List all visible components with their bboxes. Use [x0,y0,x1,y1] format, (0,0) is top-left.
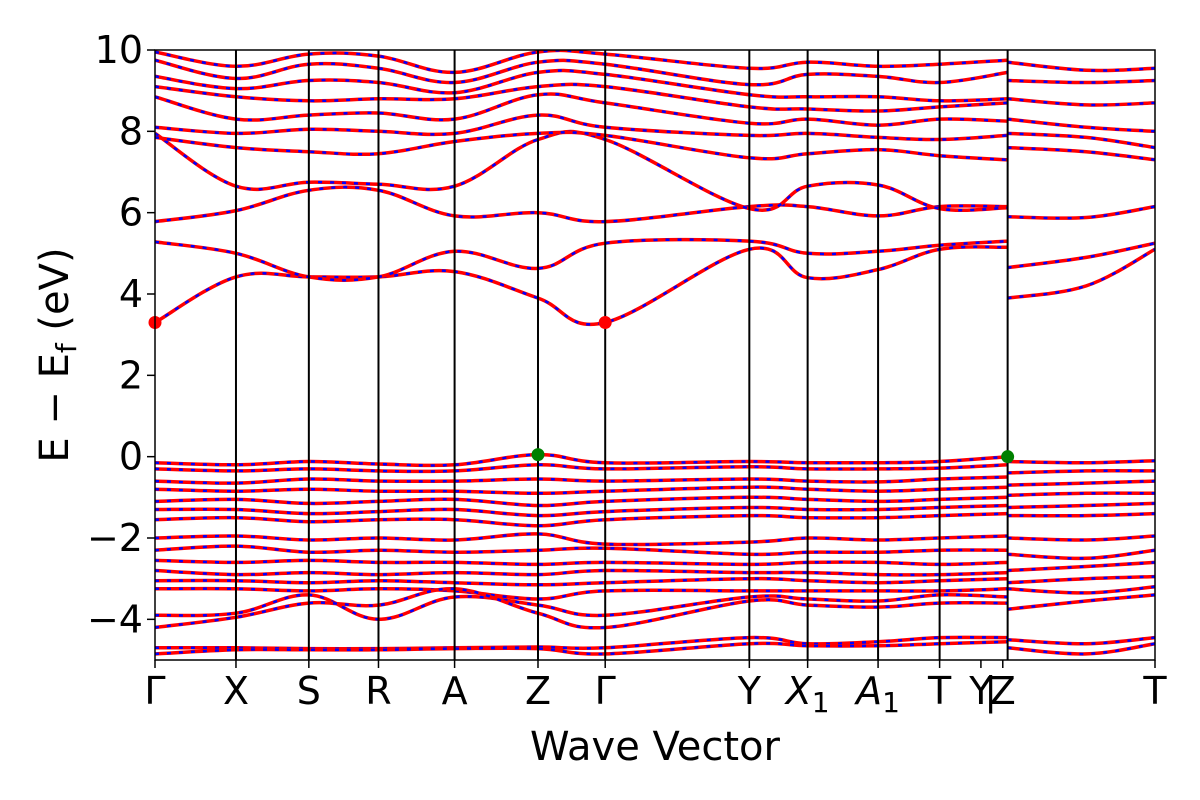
x-tick-label-7: Y [737,669,762,713]
band-45-dashed-overlay [1007,561,1155,572]
band-edge-marker-3 [1001,450,1015,464]
band-47-dashed-overlay [1007,585,1155,595]
band-23-dashed-overlay [155,587,1008,601]
band-39-dashed-overlay [1007,479,1155,487]
band-41-dashed-overlay [1007,502,1155,509]
y-tick-label-7: 10 [95,28,143,72]
x-tick-label-13: Z [990,669,1016,713]
band-44-dashed-overlay [1007,548,1155,560]
y-axis-title-unit: (eV) [32,247,78,330]
y-tick-label-2: 0 [119,435,143,479]
band-48-dashed-overlay [1007,593,1155,611]
band-34-dashed-overlay [1007,97,1155,107]
band-11-dashed-overlay [155,453,1008,467]
y-tick-label-4: 4 [119,272,143,316]
band-38-dashed-overlay [1007,469,1155,475]
band-40-dashed-overlay [1007,491,1155,497]
band-35-dashed-overlay [1007,79,1155,84]
high-symmetry-lines [234,50,1009,660]
band-4-dashed-overlay [155,131,1008,162]
x-tick-label-8: X1 [784,669,830,719]
y-tick-label-5: 6 [119,191,143,235]
x-tick-label-14: T [1142,669,1167,713]
x-tick-label-5: Z [525,669,551,713]
band-edge-marker-1 [598,315,612,329]
y-tick-label-6: 8 [119,109,143,153]
x-tick-label-0: Γ [144,669,165,713]
y-axis-title-main: E − E [32,353,78,463]
band-37-dashed-overlay [1007,459,1155,465]
band-30-dashed-overlay [1007,205,1155,220]
band-42-dashed-overlay [1007,512,1155,518]
y-axis-title-space [32,331,78,344]
x-tick-label-4: A [442,669,468,713]
x-tick-label-6: Γ [595,669,616,713]
band-7-dashed-overlay [155,83,1008,113]
x-tick-label-12: | [984,669,997,714]
band-27-dashed-overlay [155,640,1008,656]
band-49-dashed-overlay [1007,636,1155,645]
x-tick-label-9: A1 [853,669,900,719]
x-tick-label-3: R [365,669,391,713]
band-32-dashed-overlay [1007,132,1155,149]
band-50-dashed-overlay [1007,642,1155,656]
band-0-dashed-overlay [155,245,1008,326]
x-tick-label-2: S [297,669,321,713]
band-5-dashed-overlay [155,113,1008,141]
y-axis-ticks: −4 −2 0 2 4 6 8 10 [87,28,155,641]
y-tick-label-0: −4 [87,597,143,641]
y-tick-label-3: 2 [119,353,143,397]
band-43-dashed-overlay [1007,534,1155,542]
band-31-dashed-overlay [1007,146,1155,162]
band-25-dashed-overlay [155,587,1008,630]
x-axis-title: Wave Vector [530,724,781,770]
band-36-dashed-overlay [1007,60,1155,72]
x-tick-label-10: T [927,669,952,713]
x-axis-ticks: Γ X S R A Z Γ Y X1 A1 T Y|Z T [144,660,1167,719]
band-24-dashed-overlay [155,593,1008,621]
band-28-line [1007,247,1155,300]
band-33-dashed-overlay [1007,117,1155,133]
plot-frame [154,49,1156,661]
y-axis-title-subscript: f [50,342,83,353]
band-18-dashed-overlay [155,532,1008,546]
x-tick-label-1: X [223,669,249,713]
y-tick-label-1: −2 [87,516,143,560]
band-edge-marker-2 [531,448,545,462]
band-17-dashed-overlay [155,512,1008,528]
band-8-dashed-overlay [155,69,1008,103]
y-axis-title: E − Ef (eV) [32,247,83,462]
x-tick-label-11: Y [968,669,993,713]
band-29-dashed-overlay [1007,241,1155,269]
band-46-dashed-overlay [1007,575,1155,584]
